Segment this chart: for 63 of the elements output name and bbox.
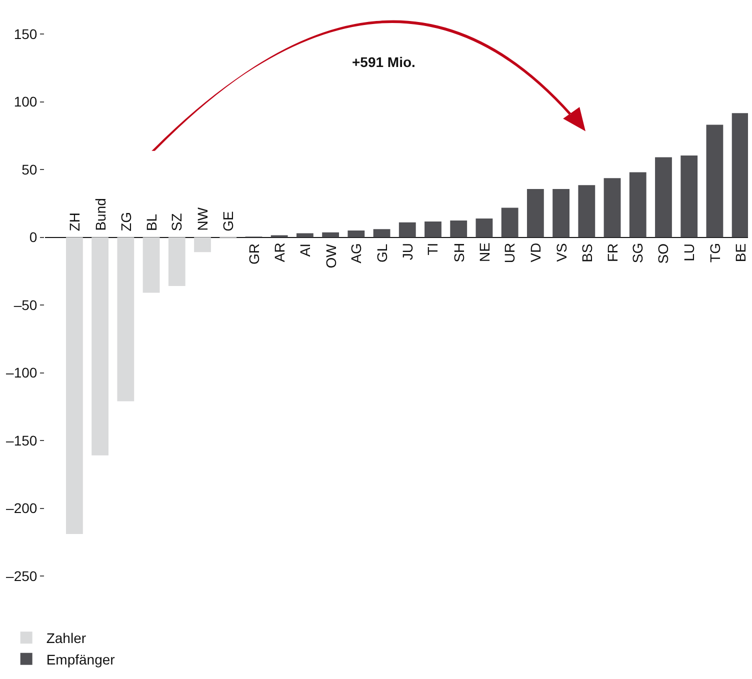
bar <box>732 113 748 238</box>
bar <box>450 220 468 238</box>
x-tick-label: TG <box>706 243 723 262</box>
x-tick-label: VD <box>528 242 544 262</box>
x-tick-label: UR <box>502 242 518 264</box>
bar <box>117 237 134 402</box>
bar <box>424 222 442 238</box>
bar <box>655 157 672 238</box>
x-tick-label: ZH <box>66 212 83 232</box>
x-tick-label: SH <box>450 242 467 262</box>
x-tick-label: ZG <box>118 212 134 232</box>
y-tick-label: –200 <box>6 500 38 516</box>
x-tick-label: OW <box>322 243 339 268</box>
bar <box>296 233 314 238</box>
y-tick-label: 150 <box>14 26 38 42</box>
y-tick-label: –100 <box>6 364 38 381</box>
bar <box>66 237 83 534</box>
bar <box>373 229 390 238</box>
y-tick-label: 0 <box>29 229 38 246</box>
x-tick-label: GE <box>220 211 236 232</box>
bar <box>526 189 544 238</box>
y-tick-label: 50 <box>22 161 38 178</box>
bar <box>398 222 416 238</box>
bar <box>578 185 596 238</box>
x-tick-label: SO <box>655 243 672 264</box>
x-tick-label: AI <box>297 243 314 257</box>
legend-label: Zahler <box>46 630 86 646</box>
x-tick-label: BS <box>578 244 595 262</box>
annotation: +591 Mio. <box>352 54 416 70</box>
x-tick-label: NE <box>476 242 492 262</box>
bar <box>194 237 211 252</box>
x-tick-label: BE <box>732 243 749 262</box>
bar <box>322 232 340 238</box>
x-tick-label: GL <box>374 244 390 263</box>
bar <box>629 172 646 238</box>
x-tick-label: SZ <box>168 212 185 232</box>
x-tick-label: Bund <box>92 198 108 231</box>
x-tick-label: AR <box>272 242 288 262</box>
bar <box>706 124 724 238</box>
x-tick-label: GR <box>246 243 262 264</box>
x-tick-label: AG <box>348 243 364 264</box>
x-tick-label: TI <box>424 242 441 256</box>
x-tick-label: JU <box>400 243 416 260</box>
y-tick-label: 100 <box>14 94 38 110</box>
bar <box>92 237 109 456</box>
bar <box>476 218 493 238</box>
bar <box>552 189 570 238</box>
bar <box>168 237 186 286</box>
x-tick-label: LU <box>680 243 697 262</box>
y-tick-label: –50 <box>14 296 38 313</box>
bar <box>501 208 518 238</box>
bar <box>680 156 698 238</box>
y-tick-label: –150 <box>6 432 38 448</box>
bar <box>604 178 621 238</box>
legend-label: Empfänger <box>46 651 116 668</box>
x-tick-label: SG <box>630 242 646 264</box>
x-tick-label: FR <box>604 243 621 262</box>
x-tick-label: NW <box>194 206 210 231</box>
y-tick-label: –250 <box>6 568 38 584</box>
bar <box>142 237 160 293</box>
x-tick-label: BL <box>144 214 160 232</box>
bar <box>348 230 365 238</box>
x-tick-label: VS <box>553 243 570 262</box>
